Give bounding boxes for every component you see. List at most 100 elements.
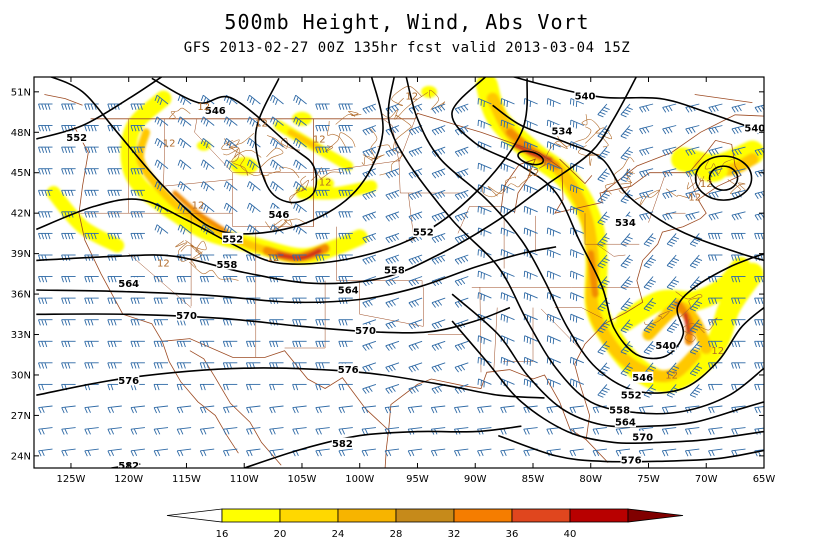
barb-feather bbox=[754, 319, 757, 326]
barb-feather bbox=[292, 319, 295, 326]
barb-shaft bbox=[524, 205, 538, 213]
barb-feather bbox=[460, 106, 466, 112]
wind-barb bbox=[292, 427, 307, 435]
barb-feather bbox=[731, 384, 734, 391]
barb-shaft bbox=[754, 104, 764, 108]
barb-feather bbox=[690, 329, 696, 334]
barb-feather bbox=[295, 384, 299, 391]
barb-feather bbox=[361, 407, 366, 414]
barb-feather bbox=[341, 407, 346, 413]
barb-feather bbox=[638, 407, 643, 414]
barb-shaft bbox=[454, 189, 469, 196]
barb-feather bbox=[483, 122, 485, 129]
wind-barb bbox=[338, 427, 353, 435]
barb-feather bbox=[688, 171, 693, 177]
barb-feather bbox=[757, 171, 762, 177]
barb-feather bbox=[754, 297, 757, 304]
barb-feather bbox=[668, 148, 673, 155]
barb-feather bbox=[599, 262, 606, 266]
barb-feather bbox=[506, 100, 508, 108]
barb-feather bbox=[526, 336, 529, 344]
barb-feather bbox=[133, 146, 137, 153]
barb-feather bbox=[321, 168, 325, 175]
barb-feather bbox=[362, 259, 367, 265]
barb-feather bbox=[154, 181, 158, 188]
barb-feather bbox=[38, 450, 42, 457]
barb-shaft bbox=[362, 146, 377, 153]
lon-label: 125W bbox=[56, 474, 85, 485]
barb-shaft bbox=[685, 448, 700, 452]
barb-shaft bbox=[408, 405, 423, 409]
barb-feather bbox=[388, 279, 393, 286]
wind-barb bbox=[477, 448, 492, 457]
barb-shaft bbox=[385, 168, 400, 174]
barb-shaft bbox=[130, 405, 145, 409]
barb-feather bbox=[690, 351, 696, 355]
barb-feather bbox=[754, 341, 757, 348]
colorbar-low-arrow bbox=[166, 508, 223, 523]
barb-feather bbox=[176, 407, 181, 414]
wind-barb bbox=[385, 232, 400, 244]
wind-barb bbox=[199, 276, 215, 283]
barb-feather bbox=[249, 254, 252, 261]
barb-shaft bbox=[643, 254, 654, 266]
barb-feather bbox=[480, 380, 482, 387]
barb-feather bbox=[618, 428, 623, 435]
barb-shaft bbox=[362, 340, 377, 347]
barb-feather bbox=[529, 316, 532, 323]
wind-barb bbox=[500, 119, 515, 129]
barb-feather bbox=[671, 281, 677, 286]
barb-shaft bbox=[524, 119, 538, 126]
barb-feather bbox=[648, 325, 654, 329]
barb-shaft bbox=[620, 341, 631, 353]
barb-feather bbox=[599, 349, 606, 353]
barb-feather bbox=[500, 98, 503, 105]
height-label: 546 bbox=[268, 210, 289, 221]
barb-feather bbox=[246, 224, 250, 231]
barb-shaft bbox=[689, 319, 700, 331]
barb-shaft bbox=[362, 189, 377, 196]
barb-feather bbox=[200, 202, 204, 209]
lon-label: 105W bbox=[287, 474, 316, 485]
barb-feather bbox=[113, 233, 117, 240]
barb-feather bbox=[603, 214, 610, 218]
barb-feather bbox=[38, 233, 41, 240]
barb-feather bbox=[341, 146, 345, 153]
barb-feather bbox=[603, 150, 610, 154]
barb-feather bbox=[130, 103, 134, 110]
barb-shaft bbox=[84, 427, 99, 430]
wind-barb bbox=[523, 270, 538, 280]
barb-shaft bbox=[431, 232, 446, 239]
barb-feather bbox=[731, 150, 736, 156]
barb-feather bbox=[347, 168, 351, 175]
barb-feather bbox=[61, 362, 64, 369]
barb-feather bbox=[177, 224, 181, 231]
barb-feather bbox=[643, 265, 650, 269]
barb-feather bbox=[41, 341, 45, 348]
lat-label: 51N bbox=[11, 87, 31, 98]
barb-shaft bbox=[431, 319, 446, 325]
barb-feather bbox=[454, 302, 460, 308]
barb-feather bbox=[454, 367, 459, 373]
barb-shaft bbox=[408, 340, 423, 347]
barb-feather bbox=[130, 429, 134, 435]
barb-feather bbox=[622, 198, 629, 202]
wind-barb bbox=[84, 448, 99, 457]
barb-feather bbox=[199, 429, 204, 435]
barb-feather bbox=[206, 362, 209, 369]
barb-feather bbox=[434, 322, 439, 329]
barb-feather bbox=[199, 319, 203, 326]
border-line bbox=[90, 112, 742, 214]
barb-feather bbox=[270, 181, 274, 188]
barb-feather bbox=[711, 149, 716, 156]
barb-feather bbox=[64, 254, 68, 261]
barb-feather bbox=[315, 384, 319, 391]
barb-feather bbox=[41, 428, 45, 435]
barb-feather bbox=[760, 233, 764, 240]
barb-shaft bbox=[689, 297, 700, 309]
lat-label: 36N bbox=[11, 290, 31, 301]
barb-feather bbox=[526, 407, 530, 413]
wind-barb bbox=[685, 211, 700, 221]
barb-feather bbox=[229, 319, 233, 326]
